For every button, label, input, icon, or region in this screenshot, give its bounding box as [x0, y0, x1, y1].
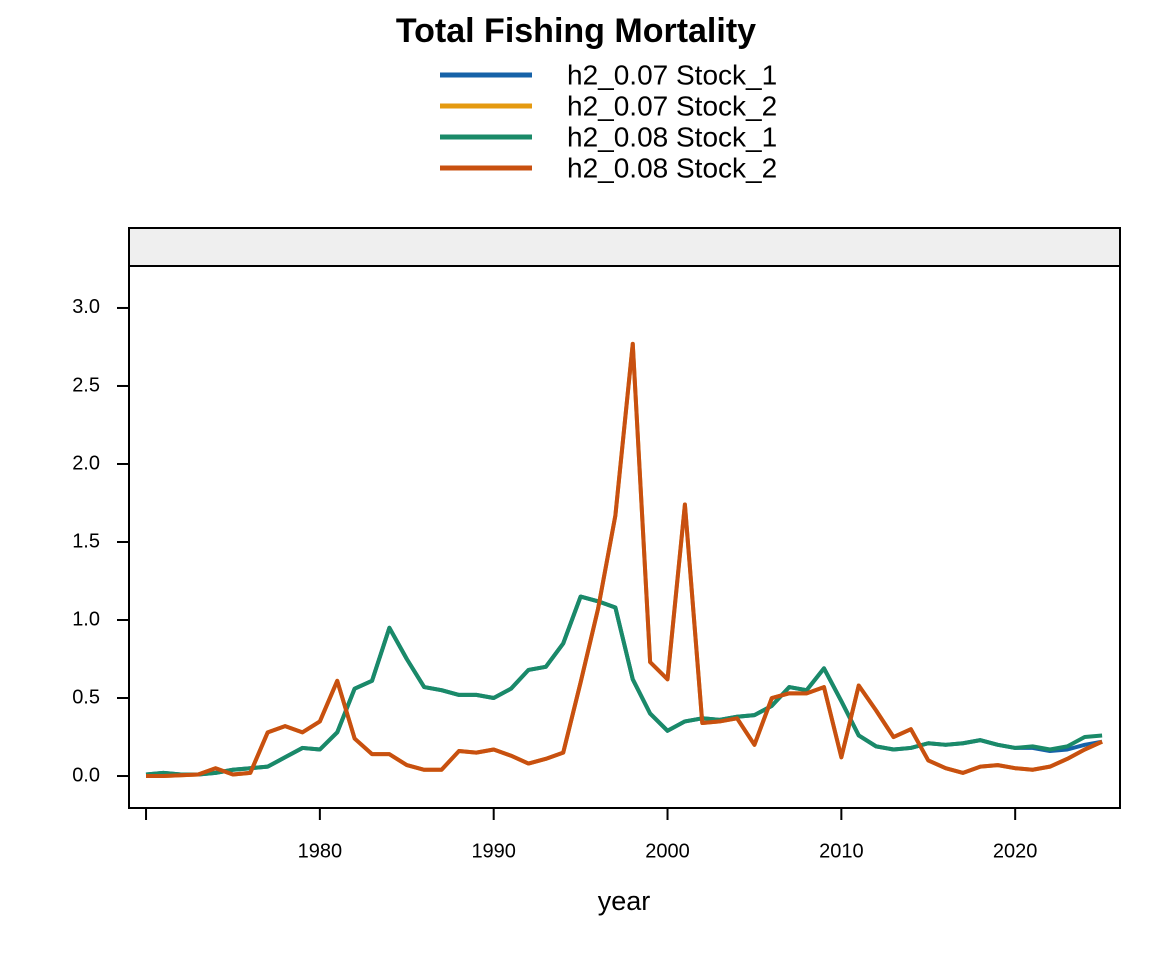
- legend-label: h2_0.07 Stock_1: [567, 59, 777, 90]
- x-tick-label: 1990: [471, 840, 516, 862]
- data-line: [145, 594, 1103, 777]
- data-line: [146, 341, 1103, 779]
- legend-label: h2_0.08 Stock_2: [567, 152, 777, 183]
- legend-label: h2_0.08 Stock_1: [567, 121, 777, 152]
- x-tick-label: 1980: [298, 840, 343, 862]
- y-tick-label: 0.5: [72, 686, 100, 708]
- x-tick-label: 2020: [993, 840, 1038, 862]
- x-tick-label: 2000: [645, 840, 690, 862]
- panel: [128, 265, 1121, 809]
- y-tick-label: 1.5: [72, 530, 100, 552]
- y-tick-label: 3.0: [72, 296, 100, 318]
- x-axis-label: year: [598, 886, 651, 916]
- y-tick-label: 2.0: [72, 452, 100, 474]
- strip: [128, 227, 1121, 267]
- data-line: [146, 341, 1103, 779]
- legend-label: h2_0.07 Stock_2: [567, 90, 777, 121]
- y-tick-label: 2.5: [72, 374, 100, 396]
- x-tick-label: 2010: [819, 840, 864, 862]
- chart-title: Total Fishing Mortality: [396, 12, 756, 50]
- data-line: [145, 594, 1103, 777]
- y-tick-label: 0.0: [72, 764, 100, 786]
- y-tick-label: 1.0: [72, 608, 100, 630]
